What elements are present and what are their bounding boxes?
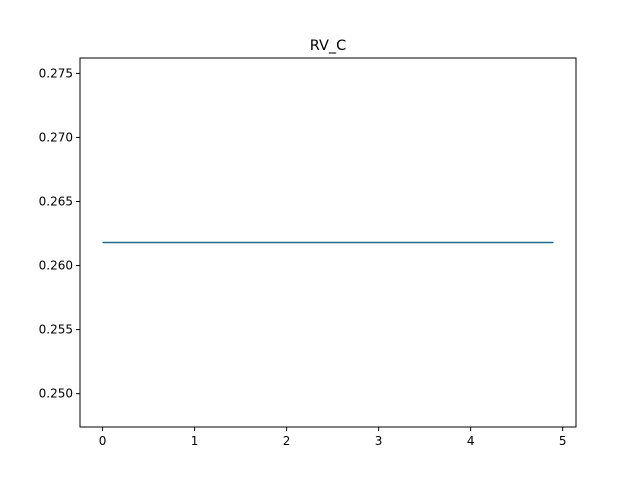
x-tick-label: 5	[559, 434, 567, 448]
chart-title: RV_C	[310, 38, 347, 54]
y-tick-label: 0.255	[39, 323, 73, 337]
x-tick-label: 1	[191, 434, 199, 448]
x-tick-label: 0	[99, 434, 107, 448]
x-tick-label: 2	[283, 434, 291, 448]
y-tick-label: 0.250	[39, 387, 73, 401]
y-axis: 0.250 0.255 0.260 0.265 0.270 0.275	[39, 66, 80, 401]
y-tick-label: 0.275	[39, 66, 73, 80]
axes-frame	[79, 57, 577, 428]
x-axis: 0 1 2 3 4 5	[99, 427, 567, 448]
x-tick-label: 4	[467, 434, 475, 448]
x-tick-label: 3	[375, 434, 383, 448]
y-tick-label: 0.260	[39, 259, 73, 273]
y-tick-label: 0.265	[39, 195, 73, 209]
y-tick-label: 0.270	[39, 130, 73, 144]
